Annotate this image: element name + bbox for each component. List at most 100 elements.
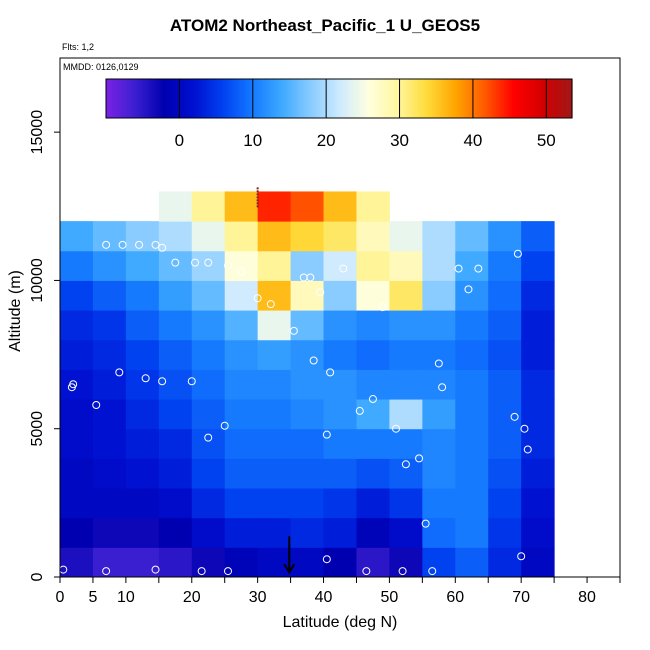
colorbar-segment xyxy=(245,79,249,118)
heatmap-cell xyxy=(455,280,489,311)
heatmap-cell xyxy=(158,191,193,222)
colorbar-segment xyxy=(261,79,264,118)
colorbar-segment xyxy=(405,79,408,118)
colorbar-segment xyxy=(438,79,441,118)
observation-point xyxy=(339,264,348,273)
observation-point xyxy=(115,368,124,377)
colorbar-segment xyxy=(191,79,194,118)
colorbar-segment xyxy=(154,79,158,118)
heatmap-cell xyxy=(60,310,94,341)
colorbar-segment xyxy=(319,79,323,118)
colorbar-segment xyxy=(430,79,433,118)
heatmap-cell xyxy=(422,221,456,252)
heatmap-cell xyxy=(92,488,127,519)
heatmap-cell xyxy=(125,339,160,370)
colorbar-segment xyxy=(317,79,321,118)
heatmap-cell xyxy=(158,310,193,341)
colorbar-segment xyxy=(292,79,295,118)
colorbar-segment xyxy=(434,79,437,118)
heatmap-cell xyxy=(125,428,160,459)
observation-point xyxy=(102,567,111,576)
colorbar-segment xyxy=(375,79,379,118)
colorbar-segment xyxy=(267,79,270,118)
heatmap-cell xyxy=(224,250,259,281)
colorbar-segment xyxy=(406,79,410,118)
colorbar-segment xyxy=(463,79,466,118)
heatmap-cell xyxy=(290,339,325,370)
colorbar-segment xyxy=(172,79,175,118)
heatmap-cell xyxy=(389,369,423,400)
heatmap-cell xyxy=(191,221,226,252)
heatmap-cell xyxy=(224,428,259,459)
colorbar-segment xyxy=(401,79,404,118)
heatmap-cell xyxy=(389,280,423,311)
observation-point xyxy=(316,288,325,297)
colorbar-segment xyxy=(168,79,171,118)
heatmap-cell xyxy=(158,280,193,311)
colorbar-segment xyxy=(183,79,187,118)
colorbar-segment xyxy=(360,79,363,118)
colorbar-segment xyxy=(472,79,476,118)
colorbar-segment xyxy=(216,79,220,118)
heatmap-cell xyxy=(323,339,357,370)
heatmap-cell xyxy=(60,517,94,548)
heatmap-cell xyxy=(422,369,456,400)
colorbar-segment xyxy=(498,79,501,118)
heatmap-cell xyxy=(521,369,555,400)
colorbar-segment xyxy=(152,79,156,118)
colorbar-segment xyxy=(432,79,435,118)
colorbar-segment xyxy=(131,79,134,118)
heatmap-cell xyxy=(125,517,160,548)
colorbar-segment xyxy=(257,79,260,118)
colorbar-segment xyxy=(513,79,517,118)
observation-point xyxy=(118,240,127,249)
heatmap-cell xyxy=(60,250,94,281)
colorbar-segment xyxy=(550,79,554,118)
colorbar-segment xyxy=(531,79,534,118)
heatmap-cell xyxy=(356,191,390,222)
colorbar-segment xyxy=(140,79,144,118)
heatmap-cell xyxy=(422,339,456,370)
colorbar-segment xyxy=(296,79,299,118)
heatmap-cell xyxy=(455,517,489,548)
colorbar-segment xyxy=(226,79,229,118)
heatmap-cell xyxy=(191,399,226,430)
colorbar-segment xyxy=(119,79,123,118)
heatmap-cell xyxy=(521,339,555,370)
colorbar-segment xyxy=(309,79,313,118)
observation-point xyxy=(306,273,315,282)
observation-point xyxy=(135,240,144,249)
colorbar-segment xyxy=(129,79,132,118)
heatmap-cell xyxy=(60,488,94,519)
colorbar-segment xyxy=(370,79,373,118)
colorbar-segment xyxy=(397,79,400,118)
colorbar-segment xyxy=(313,79,317,118)
colorbar-segment xyxy=(537,79,540,118)
colorbar-segment xyxy=(166,79,169,118)
colorbar-segment xyxy=(494,79,497,118)
heatmap-cell xyxy=(224,399,259,430)
heatmap-cell xyxy=(257,428,292,459)
colorbar-segment xyxy=(410,79,414,118)
observation-point xyxy=(438,383,447,392)
colorbar-segment xyxy=(542,79,546,118)
heatmap-cell xyxy=(60,339,94,370)
heatmap-cell xyxy=(521,399,555,430)
heatmap-cell xyxy=(521,250,555,281)
heatmap-cell xyxy=(158,428,193,459)
observation-point xyxy=(151,565,160,574)
heatmap-cell xyxy=(290,517,325,548)
colorbar-segment xyxy=(201,79,204,118)
heatmap-cell xyxy=(191,310,226,341)
colorbar-segment xyxy=(255,79,259,118)
heatmap-cell xyxy=(158,339,193,370)
colorbar-segment xyxy=(449,79,453,118)
observation-point xyxy=(253,294,262,303)
heatmap-cell xyxy=(521,488,555,519)
colorbar-segment xyxy=(556,79,560,118)
colorbar-segment xyxy=(113,79,117,118)
heatmap-cell xyxy=(224,339,259,370)
colorbar-segment xyxy=(471,79,474,118)
observation-point xyxy=(454,264,463,273)
colorbar-segment xyxy=(135,79,138,118)
